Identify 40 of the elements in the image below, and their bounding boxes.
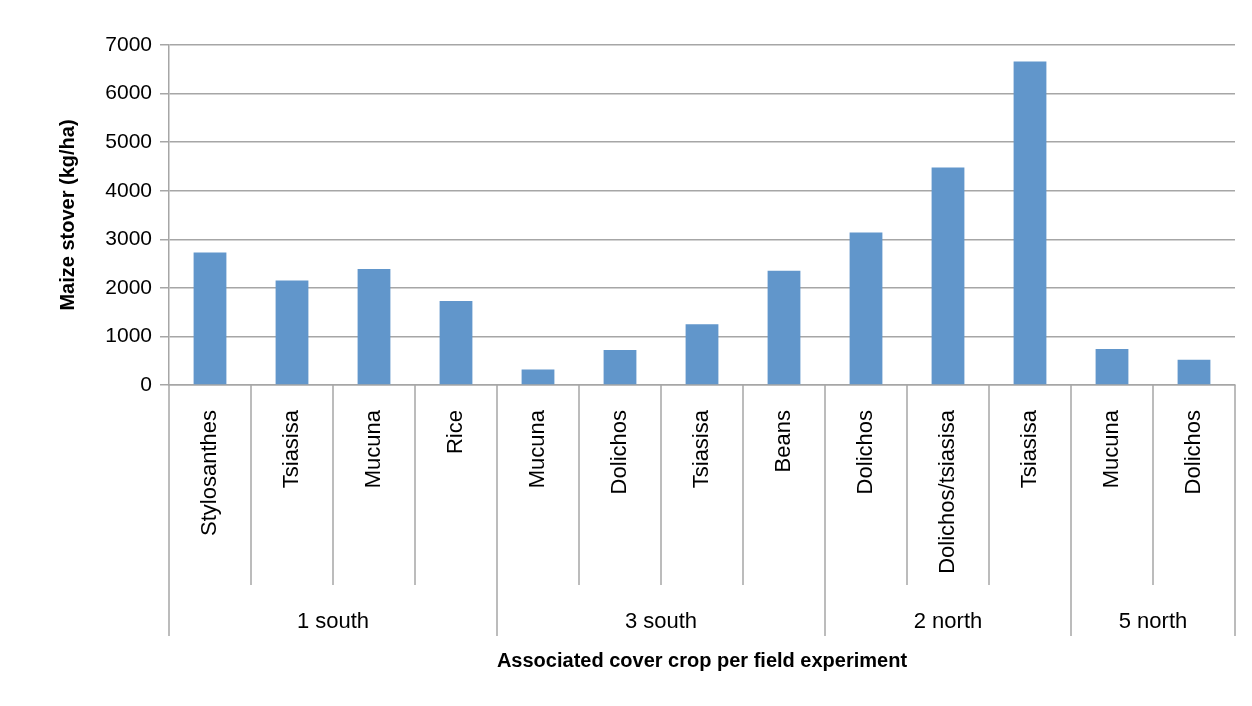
x-tick-label: Dolichos [852, 410, 878, 495]
y-tick-label: 2000 [105, 274, 152, 298]
x-tick-label: Dolichos [1180, 410, 1206, 495]
text: 5 north [1118, 608, 1188, 634]
y-tick-label: 7000 [105, 31, 152, 55]
x-tick-label: Dolichos/tsiasisa [934, 409, 960, 574]
bar [275, 280, 309, 385]
bar [767, 270, 801, 385]
x-tick-label: Tsiasisa [688, 409, 714, 489]
bar [1177, 359, 1211, 385]
bar [931, 167, 965, 385]
x-tick-label: Mucuna [1098, 409, 1124, 489]
text: 1 south [296, 608, 370, 634]
y-tick-label: 1000 [105, 323, 152, 347]
y-tick-label: 6000 [105, 80, 152, 104]
y-tick-label: 0 [140, 371, 152, 395]
bar [1013, 61, 1047, 385]
y-tick-label: 4000 [105, 177, 152, 201]
x-axis-title: Associated cover crop per field experiment [496, 648, 908, 671]
x-tick-label: Beans [770, 410, 796, 473]
text: 2 north [913, 608, 983, 634]
y-tick-label: 5000 [105, 128, 152, 152]
x-tick-label: Tsiasisa [278, 409, 304, 489]
y-tick-label: 3000 [105, 226, 152, 250]
bar [193, 252, 227, 385]
bar [685, 324, 719, 385]
bar [603, 350, 637, 385]
x-tick-label: Tsiasisa [1016, 409, 1042, 489]
x-tick-label: Dolichos [606, 410, 632, 495]
bar [1095, 349, 1129, 385]
bar [521, 369, 555, 385]
x-tick-label: Stylosanthes [196, 410, 222, 536]
x-tick-label: Mucuna [524, 409, 550, 489]
bar [849, 232, 883, 385]
y-axis-title: Maize stover (kg/ha) [55, 119, 78, 311]
bar [439, 300, 473, 385]
text: 3 south [624, 608, 698, 634]
x-tick-label: Mucuna [360, 409, 386, 489]
bar [357, 268, 391, 385]
x-tick-label: Rice [442, 410, 468, 455]
